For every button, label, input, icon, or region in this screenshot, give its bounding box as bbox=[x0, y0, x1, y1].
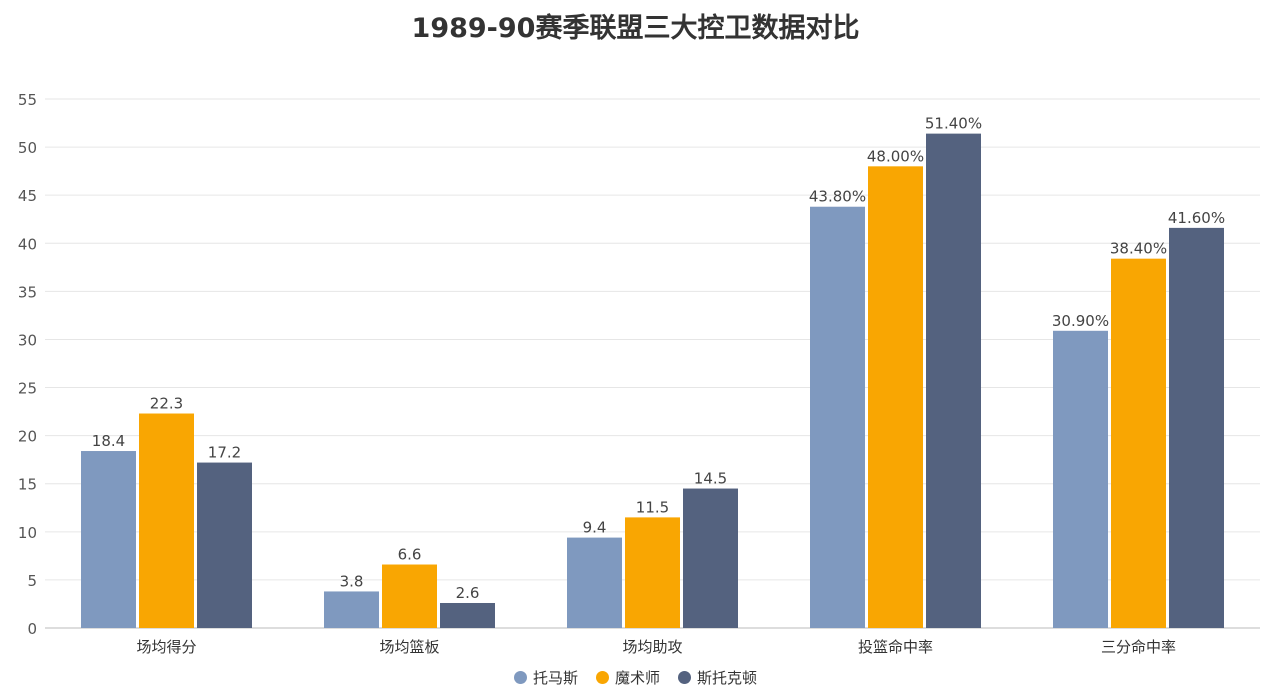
data-label: 9.4 bbox=[583, 519, 607, 537]
data-label: 30.90% bbox=[1052, 312, 1109, 330]
bar bbox=[1169, 227, 1224, 628]
legend-label: 斯托克顿 bbox=[697, 669, 758, 687]
y-tick-label: 30 bbox=[18, 331, 37, 349]
data-label: 48.00% bbox=[867, 147, 924, 165]
data-label: 22.3 bbox=[150, 395, 183, 413]
y-tick-label: 40 bbox=[18, 235, 37, 253]
data-label: 11.5 bbox=[636, 498, 669, 516]
y-tick-label: 35 bbox=[18, 283, 37, 301]
x-tick-label: 场均助攻 bbox=[622, 638, 682, 656]
data-label: 38.40% bbox=[1110, 240, 1167, 258]
bar bbox=[324, 591, 379, 628]
legend: 托马斯 魔术师 斯托克顿 bbox=[0, 667, 1271, 688]
legend-marker-icon bbox=[513, 671, 527, 684]
legend-marker-icon bbox=[595, 671, 609, 684]
x-tick-label: 三分命中率 bbox=[1101, 638, 1176, 656]
bar bbox=[683, 488, 738, 628]
bar bbox=[81, 451, 136, 628]
data-label: 41.60% bbox=[1168, 209, 1225, 227]
data-label: 43.80% bbox=[809, 188, 866, 206]
chart-title: 1989-90赛季联盟三大控卫数据对比 bbox=[411, 13, 860, 44]
bar bbox=[139, 413, 194, 628]
data-label: 17.2 bbox=[208, 444, 241, 462]
data-label: 51.40% bbox=[925, 115, 982, 133]
y-tick-label: 0 bbox=[27, 620, 37, 638]
y-tick-label: 15 bbox=[18, 476, 37, 494]
x-tick-label: 投篮命中率 bbox=[858, 638, 933, 656]
bar bbox=[567, 537, 622, 628]
y-tick-label: 20 bbox=[18, 428, 37, 446]
y-tick-label: 55 bbox=[18, 91, 37, 109]
y-tick-label: 45 bbox=[18, 187, 37, 205]
bar bbox=[197, 462, 252, 628]
bar bbox=[1053, 330, 1108, 628]
x-tick-label: 场均篮板 bbox=[379, 638, 439, 656]
data-label: 6.6 bbox=[398, 546, 422, 564]
legend-item[interactable]: 托马斯 bbox=[513, 667, 578, 688]
bar bbox=[868, 166, 923, 628]
bar bbox=[440, 602, 495, 628]
y-tick-label: 50 bbox=[18, 139, 37, 157]
y-tick-label: 5 bbox=[27, 572, 37, 590]
data-label: 18.4 bbox=[92, 432, 125, 450]
bar bbox=[625, 517, 680, 628]
legend-item[interactable]: 斯托克顿 bbox=[678, 667, 757, 688]
bar bbox=[382, 564, 437, 628]
legend-item[interactable]: 魔术师 bbox=[595, 667, 660, 688]
data-label: 3.8 bbox=[340, 572, 364, 590]
data-label: 14.5 bbox=[694, 470, 727, 488]
legend-marker-icon bbox=[678, 671, 691, 684]
legend-label: 托马斯 bbox=[532, 669, 578, 687]
y-tick-label: 25 bbox=[18, 380, 37, 398]
y-tick-label: 10 bbox=[18, 524, 37, 542]
bar bbox=[926, 133, 981, 628]
x-tick-label: 场均得分 bbox=[136, 638, 196, 656]
legend-label: 魔术师 bbox=[614, 669, 660, 687]
data-label: 2.6 bbox=[456, 584, 480, 602]
bar bbox=[1111, 258, 1166, 628]
bar bbox=[810, 206, 865, 628]
